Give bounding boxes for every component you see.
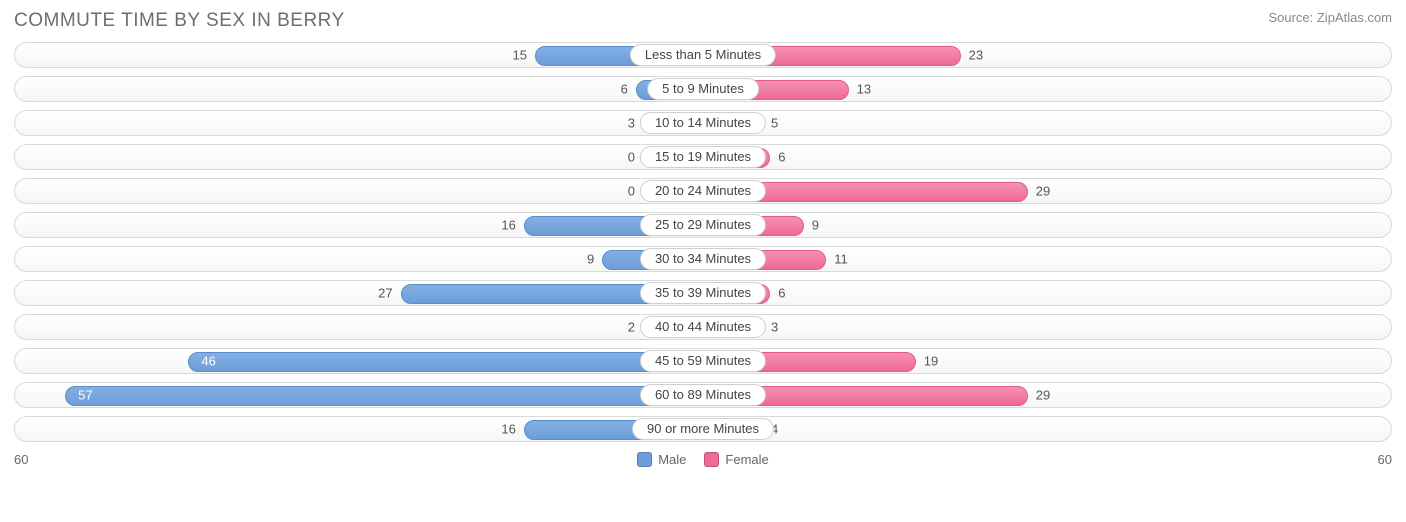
legend: Male Female: [637, 452, 769, 467]
female-value: 13: [857, 82, 871, 97]
male-value: 3: [628, 116, 635, 131]
female-value: 3: [771, 320, 778, 335]
female-value: 6: [778, 150, 785, 165]
male-value: 0: [628, 150, 635, 165]
male-value: 27: [378, 286, 392, 301]
row-track: 6 13 5 to 9 Minutes: [14, 76, 1392, 102]
chart-rows: 1523Less than 5 Minutes6135 to 9 Minutes…: [14, 42, 1392, 442]
row-track: 57 29 60 to 89 Minutes: [14, 382, 1392, 408]
category-label: 20 to 24 Minutes: [640, 180, 766, 202]
female-value: 29: [1036, 388, 1050, 403]
female-value: 23: [969, 48, 983, 63]
chart-title: COMMUTE TIME BY SEX IN BERRY: [14, 10, 345, 32]
female-value: 29: [1036, 184, 1050, 199]
axis-left-max: 60: [14, 452, 28, 467]
legend-male-label: Male: [658, 452, 686, 467]
row-track: 0 29 20 to 24 Minutes: [14, 178, 1392, 204]
chart-source: Source: ZipAtlas.com: [1268, 10, 1392, 25]
female-value: 11: [834, 252, 848, 267]
male-value: 2: [628, 320, 635, 335]
category-label: Less than 5 Minutes: [630, 44, 776, 66]
category-label: 45 to 59 Minutes: [640, 350, 766, 372]
female-value: 9: [812, 218, 819, 233]
row-track: 16490 or more Minutes: [14, 416, 1392, 442]
commute-chart: COMMUTE TIME BY SEX IN BERRY Source: Zip…: [0, 0, 1406, 522]
row-track: 2 3 40 to 44 Minutes: [14, 314, 1392, 340]
category-label: 30 to 34 Minutes: [640, 248, 766, 270]
chart-footer: 60 Male Female 60: [14, 450, 1392, 467]
male-value: 15: [513, 48, 527, 63]
category-label: 5 to 9 Minutes: [647, 78, 759, 100]
male-bar: [65, 386, 703, 406]
female-value: 19: [924, 354, 938, 369]
row-track: 9 11 30 to 34 Minutes: [14, 246, 1392, 272]
male-value: 57: [78, 388, 92, 403]
chart-header: COMMUTE TIME BY SEX IN BERRY Source: Zip…: [14, 10, 1392, 32]
male-value: 6: [621, 82, 628, 97]
legend-female-label: Female: [725, 452, 768, 467]
male-bar: [188, 352, 703, 372]
male-value: 46: [201, 354, 215, 369]
row-track: 0 6 15 to 19 Minutes: [14, 144, 1392, 170]
female-value: 5: [771, 116, 778, 131]
female-value: 6: [778, 286, 785, 301]
row-track: 3 5 10 to 14 Minutes: [14, 110, 1392, 136]
male-swatch-icon: [637, 452, 652, 467]
female-swatch-icon: [704, 452, 719, 467]
row-track: 15 23 Less than 5 Minutes: [14, 42, 1392, 68]
category-label: 15 to 19 Minutes: [640, 146, 766, 168]
category-label: 90 or more Minutes: [632, 418, 774, 440]
row-track: 27 6 35 to 39 Minutes: [14, 280, 1392, 306]
category-label: 35 to 39 Minutes: [640, 282, 766, 304]
male-value: 16: [501, 422, 515, 437]
category-label: 40 to 44 Minutes: [640, 316, 766, 338]
category-label: 25 to 29 Minutes: [640, 214, 766, 236]
axis-right-max: 60: [1378, 452, 1392, 467]
category-label: 10 to 14 Minutes: [640, 112, 766, 134]
category-label: 60 to 89 Minutes: [640, 384, 766, 406]
legend-male: Male: [637, 452, 686, 467]
legend-female: Female: [704, 452, 768, 467]
male-value: 0: [628, 184, 635, 199]
row-track: 46 19 45 to 59 Minutes: [14, 348, 1392, 374]
male-value: 16: [501, 218, 515, 233]
row-track: 16 9 25 to 29 Minutes: [14, 212, 1392, 238]
male-value: 9: [587, 252, 594, 267]
